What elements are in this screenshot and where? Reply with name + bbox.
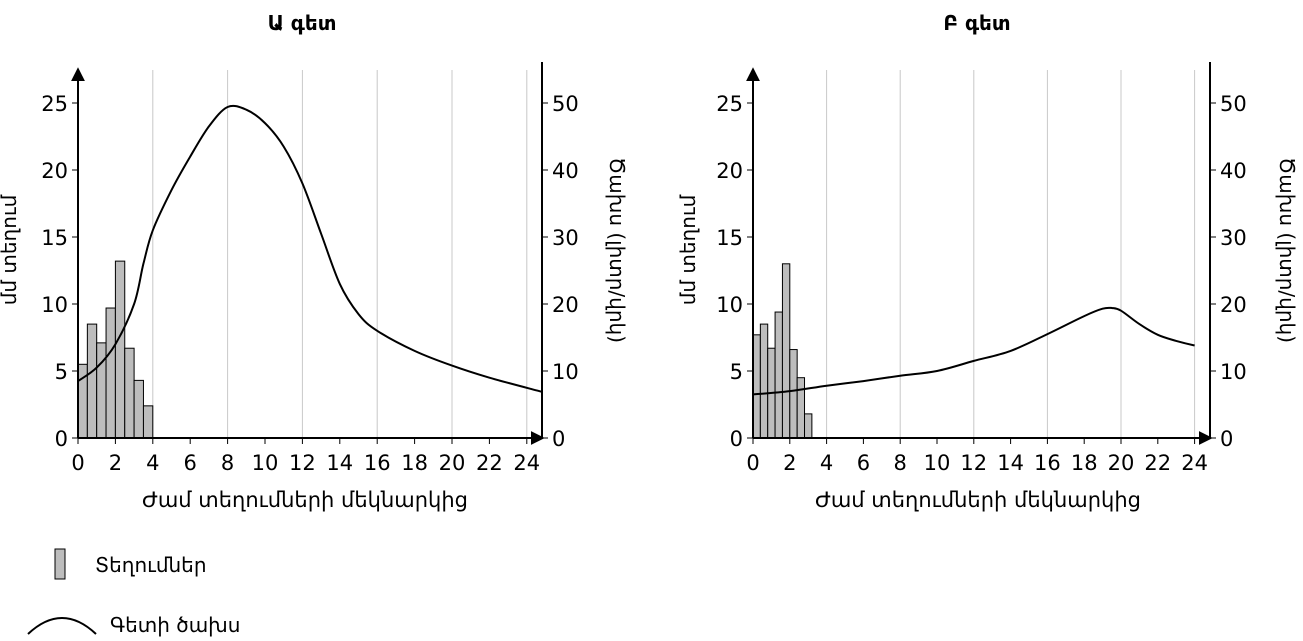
- x-tick-label-12: 12: [289, 451, 316, 475]
- bar-5: [789, 349, 798, 439]
- x-tick-label-2: 2: [109, 451, 122, 475]
- x-tick-label-4: 4: [146, 451, 159, 475]
- bar-6: [796, 377, 806, 439]
- y-tick-label-25: 25: [716, 92, 743, 116]
- y2-tick-label-30: 30: [552, 226, 579, 250]
- y-axis-label-right: Ծախս (լիտր/վրկ): [605, 157, 629, 343]
- y-tick-label-15: 15: [41, 226, 68, 250]
- bar-7: [804, 413, 813, 439]
- x-tick-label-2: 2: [783, 451, 796, 475]
- bar-4: [114, 260, 126, 439]
- x-tick-label-20: 20: [439, 451, 466, 475]
- chart-title: Ա գետ: [268, 11, 337, 35]
- y-tick-label-25: 25: [41, 92, 68, 116]
- x-tick-label-24: 24: [1181, 451, 1208, 475]
- bar-6: [133, 379, 144, 439]
- y-tick-label-10: 10: [716, 293, 743, 317]
- y-tick-label-5: 5: [55, 360, 68, 384]
- x-tick-label-8: 8: [221, 451, 234, 475]
- x-tick-label-8: 8: [894, 451, 907, 475]
- y2-tick-label-20: 20: [1220, 293, 1247, 317]
- x-axis-label: Ժամ տեղումների մեկնարկից: [142, 488, 468, 512]
- legend-line-label: Գետի ծախս: [110, 613, 240, 637]
- y2-tick-label-10: 10: [552, 360, 579, 384]
- chart-title: Բ գետ: [943, 11, 1010, 35]
- y-tick-label-5: 5: [730, 360, 743, 384]
- y2-tick-label-0: 0: [552, 427, 565, 451]
- x-tick-label-10: 10: [924, 451, 951, 475]
- y2-tick-label-50: 50: [552, 92, 579, 116]
- x-tick-label-6: 6: [857, 451, 870, 475]
- y-tick-label-0: 0: [55, 427, 68, 451]
- y-tick-label-20: 20: [716, 159, 743, 183]
- x-tick-label-12: 12: [960, 451, 987, 475]
- bar-3: [774, 311, 783, 439]
- legend: Տեղումներ Գետի ծախս: [27, 548, 240, 637]
- x-tick-label-16: 16: [364, 451, 391, 475]
- bar-4: [781, 263, 791, 439]
- bar-0: [752, 334, 761, 439]
- discharge-line: [752, 306, 1195, 396]
- y2-tick-label-50: 50: [1220, 92, 1247, 116]
- x-tick-label-20: 20: [1108, 451, 1135, 475]
- y-tick-label-0: 0: [730, 427, 743, 451]
- y2-tick-label-0: 0: [1220, 427, 1233, 451]
- y-axis-label-right: Ծախս (լիտր/վրկ): [1275, 157, 1299, 343]
- bar-3: [105, 307, 116, 439]
- y2-tick-label-10: 10: [1220, 360, 1247, 384]
- y-tick-label-15: 15: [716, 226, 743, 250]
- legend-bar-swatch: [54, 548, 66, 580]
- discharge-line: [77, 104, 543, 393]
- x-tick-label-22: 22: [476, 451, 503, 475]
- y2-tick-label-30: 30: [1220, 226, 1247, 250]
- bar-1: [86, 323, 98, 439]
- x-tick-label-14: 14: [997, 451, 1024, 475]
- bar-1: [759, 323, 769, 439]
- x-tick-label-18: 18: [401, 451, 428, 475]
- x-tick-label-0: 0: [71, 451, 84, 475]
- x-tick-label-10: 10: [252, 451, 279, 475]
- chart-river-a: 0 2 4 6 8 10 12 14 16 18 20 22 240510152025010203040…: [0, 11, 629, 512]
- x-tick-label-16: 16: [1034, 451, 1061, 475]
- chart-river-b: 0 2 4 6 8 10 12 14 16 18 20 22 240510152025010203040…: [676, 11, 1299, 512]
- legend-bars-label: Տեղումներ: [95, 553, 207, 577]
- legend-line-swatch: [27, 617, 97, 635]
- bar-2: [96, 342, 107, 439]
- bar-7: [142, 405, 154, 439]
- y-tick-label-20: 20: [41, 159, 68, 183]
- y2-tick-label-40: 40: [552, 159, 579, 183]
- y2-tick-label-20: 20: [552, 293, 579, 317]
- x-tick-label-14: 14: [326, 451, 353, 475]
- x-tick-label-22: 22: [1144, 451, 1171, 475]
- bar-5: [124, 347, 135, 439]
- y2-tick-label-40: 40: [1220, 159, 1247, 183]
- y-axis-label-left: մմ տեղում: [676, 194, 700, 305]
- x-tick-label-24: 24: [513, 451, 540, 475]
- y-tick-label-10: 10: [41, 293, 68, 317]
- x-tick-label-6: 6: [184, 451, 197, 475]
- x-axis-label: Ժամ տեղումների մեկնարկից: [815, 488, 1141, 512]
- x-tick-label-18: 18: [1071, 451, 1098, 475]
- x-tick-label-0: 0: [746, 451, 759, 475]
- x-tick-label-4: 4: [820, 451, 833, 475]
- y-axis-label-left: մմ տեղում: [0, 194, 21, 305]
